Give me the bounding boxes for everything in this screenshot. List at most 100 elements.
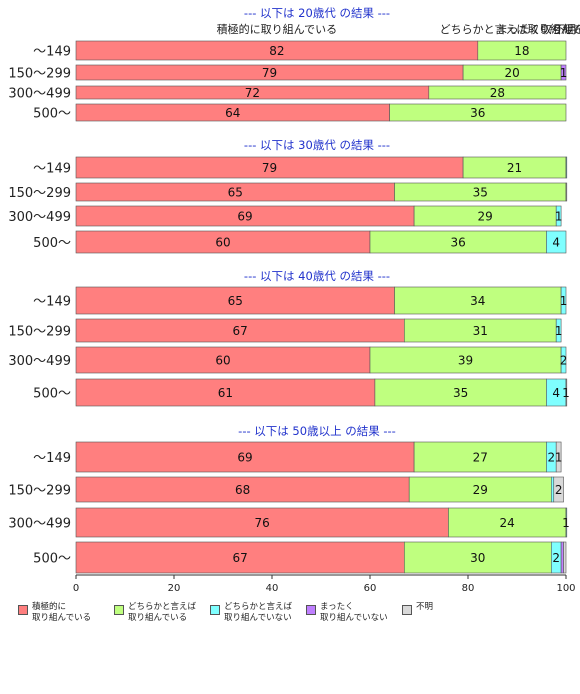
- data-label: 4: [552, 386, 560, 400]
- data-label: 35: [473, 186, 488, 200]
- data-label: 1: [555, 451, 563, 465]
- data-label: 79: [262, 161, 277, 175]
- data-label: 27: [473, 451, 488, 465]
- legend-item-not-at-all: まったく 取り組んでいない: [306, 602, 388, 624]
- bar-segment-unknown: [565, 378, 568, 407]
- category-label: 500～: [33, 236, 71, 251]
- x-tick-label: 0: [73, 583, 79, 594]
- category-label: 300～499: [8, 354, 71, 369]
- data-label: 72: [245, 86, 260, 100]
- data-label: 4: [552, 236, 560, 250]
- bar-segment-somewhat-inactive: [555, 205, 562, 227]
- data-label: 2: [560, 354, 568, 368]
- bar-segment-somewhat-active: [394, 286, 562, 315]
- data-label: 1: [560, 66, 568, 80]
- data-label: 29: [478, 210, 493, 224]
- category-label: 500～: [33, 552, 71, 567]
- category-label: ～149: [33, 295, 71, 310]
- data-label: 65: [228, 294, 243, 308]
- data-label: 31: [473, 324, 488, 338]
- x-tick-label: 60: [364, 583, 377, 594]
- bar-segment-somewhat-active: [477, 40, 567, 61]
- data-label: 1: [562, 516, 570, 530]
- category-label: 300～499: [8, 87, 71, 102]
- data-label: 18: [514, 44, 529, 58]
- group-title: --- 以下は 30歳代 の結果 ---: [244, 138, 390, 152]
- top-label: 不明: [554, 23, 576, 36]
- data-label: 21: [507, 161, 522, 175]
- x-tick-label: 20: [168, 583, 181, 594]
- legend-label: まったく 取り組んでいない: [320, 602, 388, 623]
- bar-segment-somewhat-inactive: [560, 286, 567, 315]
- x-tick-label: 80: [462, 583, 475, 594]
- legend-label: どちらかと言えば 取り組んでいない: [224, 602, 293, 623]
- data-label: 65: [228, 186, 243, 200]
- bar-segment-unknown: [563, 541, 567, 574]
- data-label: 1: [555, 324, 563, 338]
- data-label: 36: [451, 236, 466, 250]
- data-label: 39: [458, 354, 473, 368]
- bar-segment-somewhat-inactive: [546, 230, 567, 254]
- bar-segment-somewhat-inactive: [565, 507, 568, 538]
- bar-segment-unknown: [553, 476, 564, 503]
- x-tick-label: 40: [266, 583, 279, 594]
- bar-segment-somewhat-active: [374, 378, 547, 407]
- bar-segment-somewhat-active: [448, 507, 567, 538]
- bar-segment-active: [75, 346, 371, 374]
- legend-label: どちらかと言えば 取り組んでいる: [128, 602, 197, 623]
- data-label: 35: [453, 386, 468, 400]
- legend-swatch: [402, 605, 412, 615]
- category-label: ～149: [33, 162, 71, 177]
- legend-swatch: [210, 605, 220, 615]
- bar-segment-somewhat-inactive: [555, 318, 562, 343]
- data-label: 1: [560, 294, 568, 308]
- bar-segment-active: [75, 441, 415, 473]
- category-label: 300～499: [8, 210, 71, 225]
- data-label: 60: [215, 354, 230, 368]
- data-label: 2: [552, 551, 560, 565]
- legend-item-unknown: 不明: [402, 602, 433, 615]
- bar-segment-somewhat-inactive: [550, 476, 555, 503]
- legend-item-somewhat-inactive: どちらかと言えば 取り組んでいない: [210, 602, 292, 624]
- data-label: 20: [504, 66, 519, 80]
- data-label: 30: [470, 551, 485, 565]
- group-title: --- 以下は 20歳代 の結果 ---: [244, 6, 390, 20]
- bar-segment-somewhat-active: [403, 541, 552, 574]
- legend-swatch: [114, 605, 124, 615]
- category-label: ～149: [33, 45, 71, 60]
- data-label: 82: [269, 44, 284, 58]
- category-label: 150～299: [8, 325, 71, 340]
- data-label: 36: [470, 106, 485, 120]
- data-label: 69: [237, 210, 252, 224]
- category-label: 500～: [33, 387, 71, 402]
- top-label: 積極的に取り組んでいる: [217, 22, 337, 36]
- data-label: 79: [262, 66, 277, 80]
- legend-label: 積極的に 取り組んでいる: [32, 602, 92, 623]
- legend: 積極的に 取り組んでいる どちらかと言えば 取り組んでいる どちらかと言えば 取り組…: [18, 602, 578, 642]
- data-label: 60: [215, 236, 230, 250]
- data-label: 24: [500, 516, 515, 530]
- legend-swatch: [306, 605, 316, 615]
- bar-segment-active: [75, 507, 449, 538]
- data-label: 2: [555, 483, 563, 497]
- bar-segment-somewhat-inactive: [565, 156, 568, 179]
- bar-segment-active: [75, 476, 410, 503]
- data-label: 61: [218, 386, 233, 400]
- category-label: 500～: [33, 107, 71, 122]
- legend-swatch: [18, 605, 28, 615]
- bar-segment-active: [75, 286, 395, 315]
- category-label: 150～299: [8, 67, 71, 82]
- bar-segment-not-at-all: [560, 64, 567, 81]
- legend-label: 不明: [416, 602, 434, 612]
- group-title: --- 以下は 40歳代 の結果 ---: [244, 269, 390, 283]
- data-label: 1: [562, 386, 570, 400]
- data-label: 64: [225, 106, 240, 120]
- data-label: 28: [490, 86, 505, 100]
- data-label: 2: [547, 451, 555, 465]
- bar-segment-somewhat-inactive: [560, 346, 567, 374]
- data-label: 1: [555, 210, 563, 224]
- x-tick-label: 100: [556, 583, 575, 594]
